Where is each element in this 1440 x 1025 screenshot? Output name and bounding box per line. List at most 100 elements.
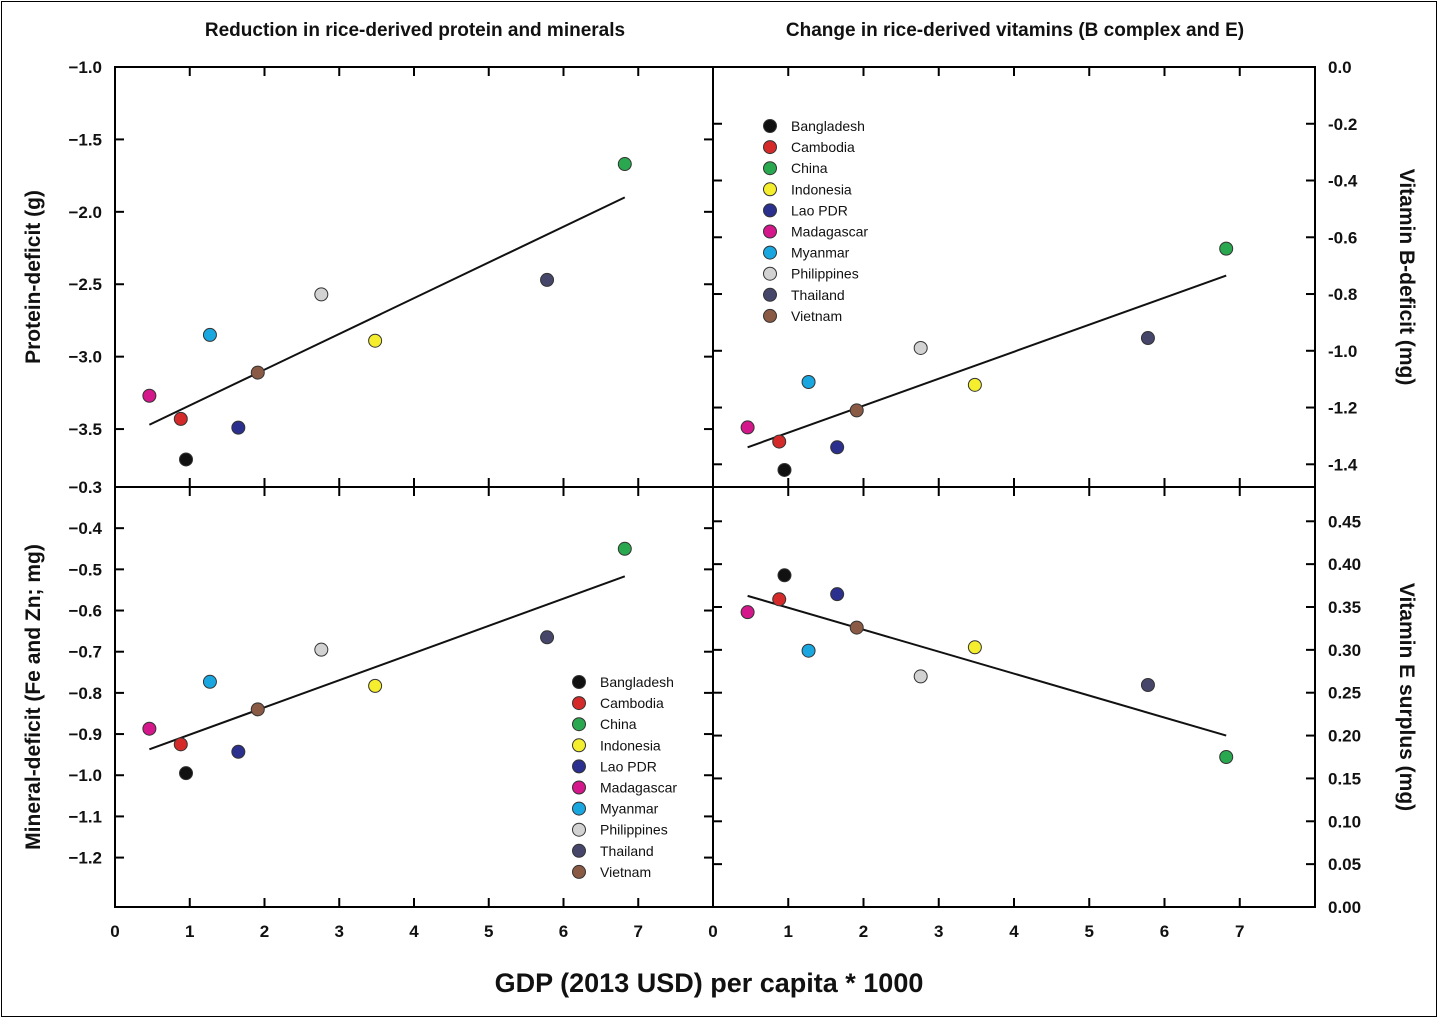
trendline-vitE bbox=[747, 594, 1227, 737]
legend-label: Thailand bbox=[600, 843, 654, 859]
legend-marker bbox=[763, 245, 777, 260]
legend-marker bbox=[572, 801, 586, 816]
x-tick-label: 7 bbox=[1235, 922, 1244, 941]
point-cambodia bbox=[173, 737, 188, 752]
y-tick-label: −0.7 bbox=[68, 643, 102, 662]
panel-protein: −1.0 −1.5 −2.0 −2.5 −3.0 −3.5 Protein-deficit … bbox=[22, 58, 713, 487]
legend-marker bbox=[572, 696, 586, 711]
legend-marker bbox=[572, 759, 586, 774]
legend-label: Indonesia bbox=[791, 181, 852, 197]
y-tick-label: −1.2 bbox=[68, 849, 102, 868]
legend-label: China bbox=[600, 716, 637, 732]
x-tick-label: 1 bbox=[784, 922, 793, 941]
point-vietnam bbox=[250, 702, 265, 717]
legend-label: Thailand bbox=[791, 287, 845, 303]
point-madagascar bbox=[142, 388, 157, 403]
point-philippines bbox=[314, 287, 329, 302]
point-madagascar bbox=[142, 721, 157, 736]
y-axis-title-mineral: Mineral-deficit (Fe and Zn; mg) bbox=[22, 544, 45, 850]
y-tick-label: −0.6 bbox=[68, 602, 102, 621]
legend-marker bbox=[763, 308, 777, 323]
point-indonesia bbox=[967, 377, 982, 392]
y-tick-label: -0.2 bbox=[1328, 115, 1357, 134]
y-tick-label: −1.1 bbox=[68, 807, 102, 826]
x-tick-label: 0 bbox=[708, 922, 717, 941]
y-axis-title-vitE: Vitamin E surplus (mg) bbox=[1395, 583, 1418, 811]
legend-label: Cambodia bbox=[600, 695, 664, 711]
legend-marker bbox=[572, 822, 586, 837]
legend-vitB: Bangladesh Cambodia China Indonesia Lao PDR M… bbox=[763, 118, 868, 324]
point-vietnam bbox=[849, 620, 864, 635]
y-tick-label: 0.10 bbox=[1328, 812, 1361, 831]
point-myanmar bbox=[202, 674, 217, 689]
point-china bbox=[617, 541, 632, 556]
legend-label: Myanmar bbox=[791, 245, 850, 261]
y-tick-label: −3.0 bbox=[68, 348, 102, 367]
legend-label: China bbox=[791, 160, 828, 176]
x-tick-label: 6 bbox=[1160, 922, 1169, 941]
y-tick-label: −1.5 bbox=[68, 130, 102, 149]
legend-label: Lao PDR bbox=[791, 202, 848, 218]
point-lao-pdr bbox=[830, 440, 845, 455]
legend-marker bbox=[763, 287, 777, 302]
point-indonesia bbox=[368, 333, 383, 348]
y-tick-label: −2.5 bbox=[68, 275, 102, 294]
y-tick-label: 0.45 bbox=[1328, 512, 1361, 531]
y-tick-label: −0.5 bbox=[68, 560, 102, 579]
y-tick-label: −0.4 bbox=[68, 519, 102, 538]
legend-marker bbox=[572, 738, 586, 753]
legend-label: Philippines bbox=[791, 266, 859, 282]
point-cambodia bbox=[173, 411, 188, 426]
y-tick-label: 0.35 bbox=[1328, 598, 1361, 617]
legend-marker bbox=[763, 203, 777, 218]
x-tick-label: 7 bbox=[634, 922, 643, 941]
x-tick-label: 3 bbox=[934, 922, 943, 941]
x-tick-label: 5 bbox=[484, 922, 493, 941]
legend-label: Cambodia bbox=[791, 139, 855, 155]
legend-marker bbox=[572, 675, 586, 689]
legend-label: Lao PDR bbox=[600, 758, 657, 774]
point-madagascar bbox=[740, 420, 755, 435]
y-tick-label: 0.00 bbox=[1328, 898, 1361, 917]
legend-marker bbox=[763, 266, 777, 281]
y-tick-label: −1.0 bbox=[68, 58, 102, 77]
legend-marker bbox=[763, 182, 777, 197]
point-vietnam bbox=[849, 403, 864, 418]
legend-label: Vietnam bbox=[600, 864, 651, 880]
panel-vitB: 0.0 -0.2 -0.4 -0.6 -0.8 -1.0 -1.2 -1.4 Vitamin B… bbox=[713, 58, 1418, 487]
legend-label: Philippines bbox=[600, 822, 668, 838]
point-thailand bbox=[540, 630, 555, 645]
legend-label: Indonesia bbox=[600, 737, 661, 753]
x-tick-label: 2 bbox=[859, 922, 868, 941]
column-title-right: Change in rice-derived vitamins (B compl… bbox=[786, 20, 1244, 41]
y-tick-label: -1.0 bbox=[1328, 342, 1357, 361]
legend-marker bbox=[572, 780, 586, 795]
x-tick-label: 4 bbox=[1009, 922, 1019, 941]
trendline-vitB bbox=[747, 274, 1227, 449]
point-china bbox=[1219, 750, 1234, 764]
legend-marker bbox=[572, 864, 586, 879]
point-philippines bbox=[913, 340, 928, 355]
legend-mineral: Bangladesh Cambodia China Indonesia Lao PDR M… bbox=[572, 674, 677, 880]
trendline-mineral bbox=[149, 575, 626, 751]
point-lao-pdr bbox=[830, 587, 845, 602]
point-indonesia bbox=[368, 678, 383, 693]
point-philippines bbox=[314, 642, 329, 657]
legend-label: Bangladesh bbox=[600, 674, 674, 690]
y-axis-title-vitB: Vitamin B-deficit (mg) bbox=[1395, 169, 1418, 386]
x-tick-label: 0 bbox=[110, 922, 119, 941]
legend-label: Myanmar bbox=[600, 801, 659, 817]
y-tick-label: 0.25 bbox=[1328, 684, 1361, 703]
legend-label: Madagascar bbox=[791, 224, 868, 240]
y-tick-label: 0.0 bbox=[1328, 58, 1352, 77]
legend-marker bbox=[763, 119, 777, 133]
point-bangladesh bbox=[777, 568, 792, 583]
point-bangladesh bbox=[179, 766, 194, 781]
legend-label: Madagascar bbox=[600, 780, 677, 796]
point-thailand bbox=[1140, 331, 1155, 346]
legend-marker bbox=[763, 224, 777, 239]
point-bangladesh bbox=[179, 452, 194, 467]
